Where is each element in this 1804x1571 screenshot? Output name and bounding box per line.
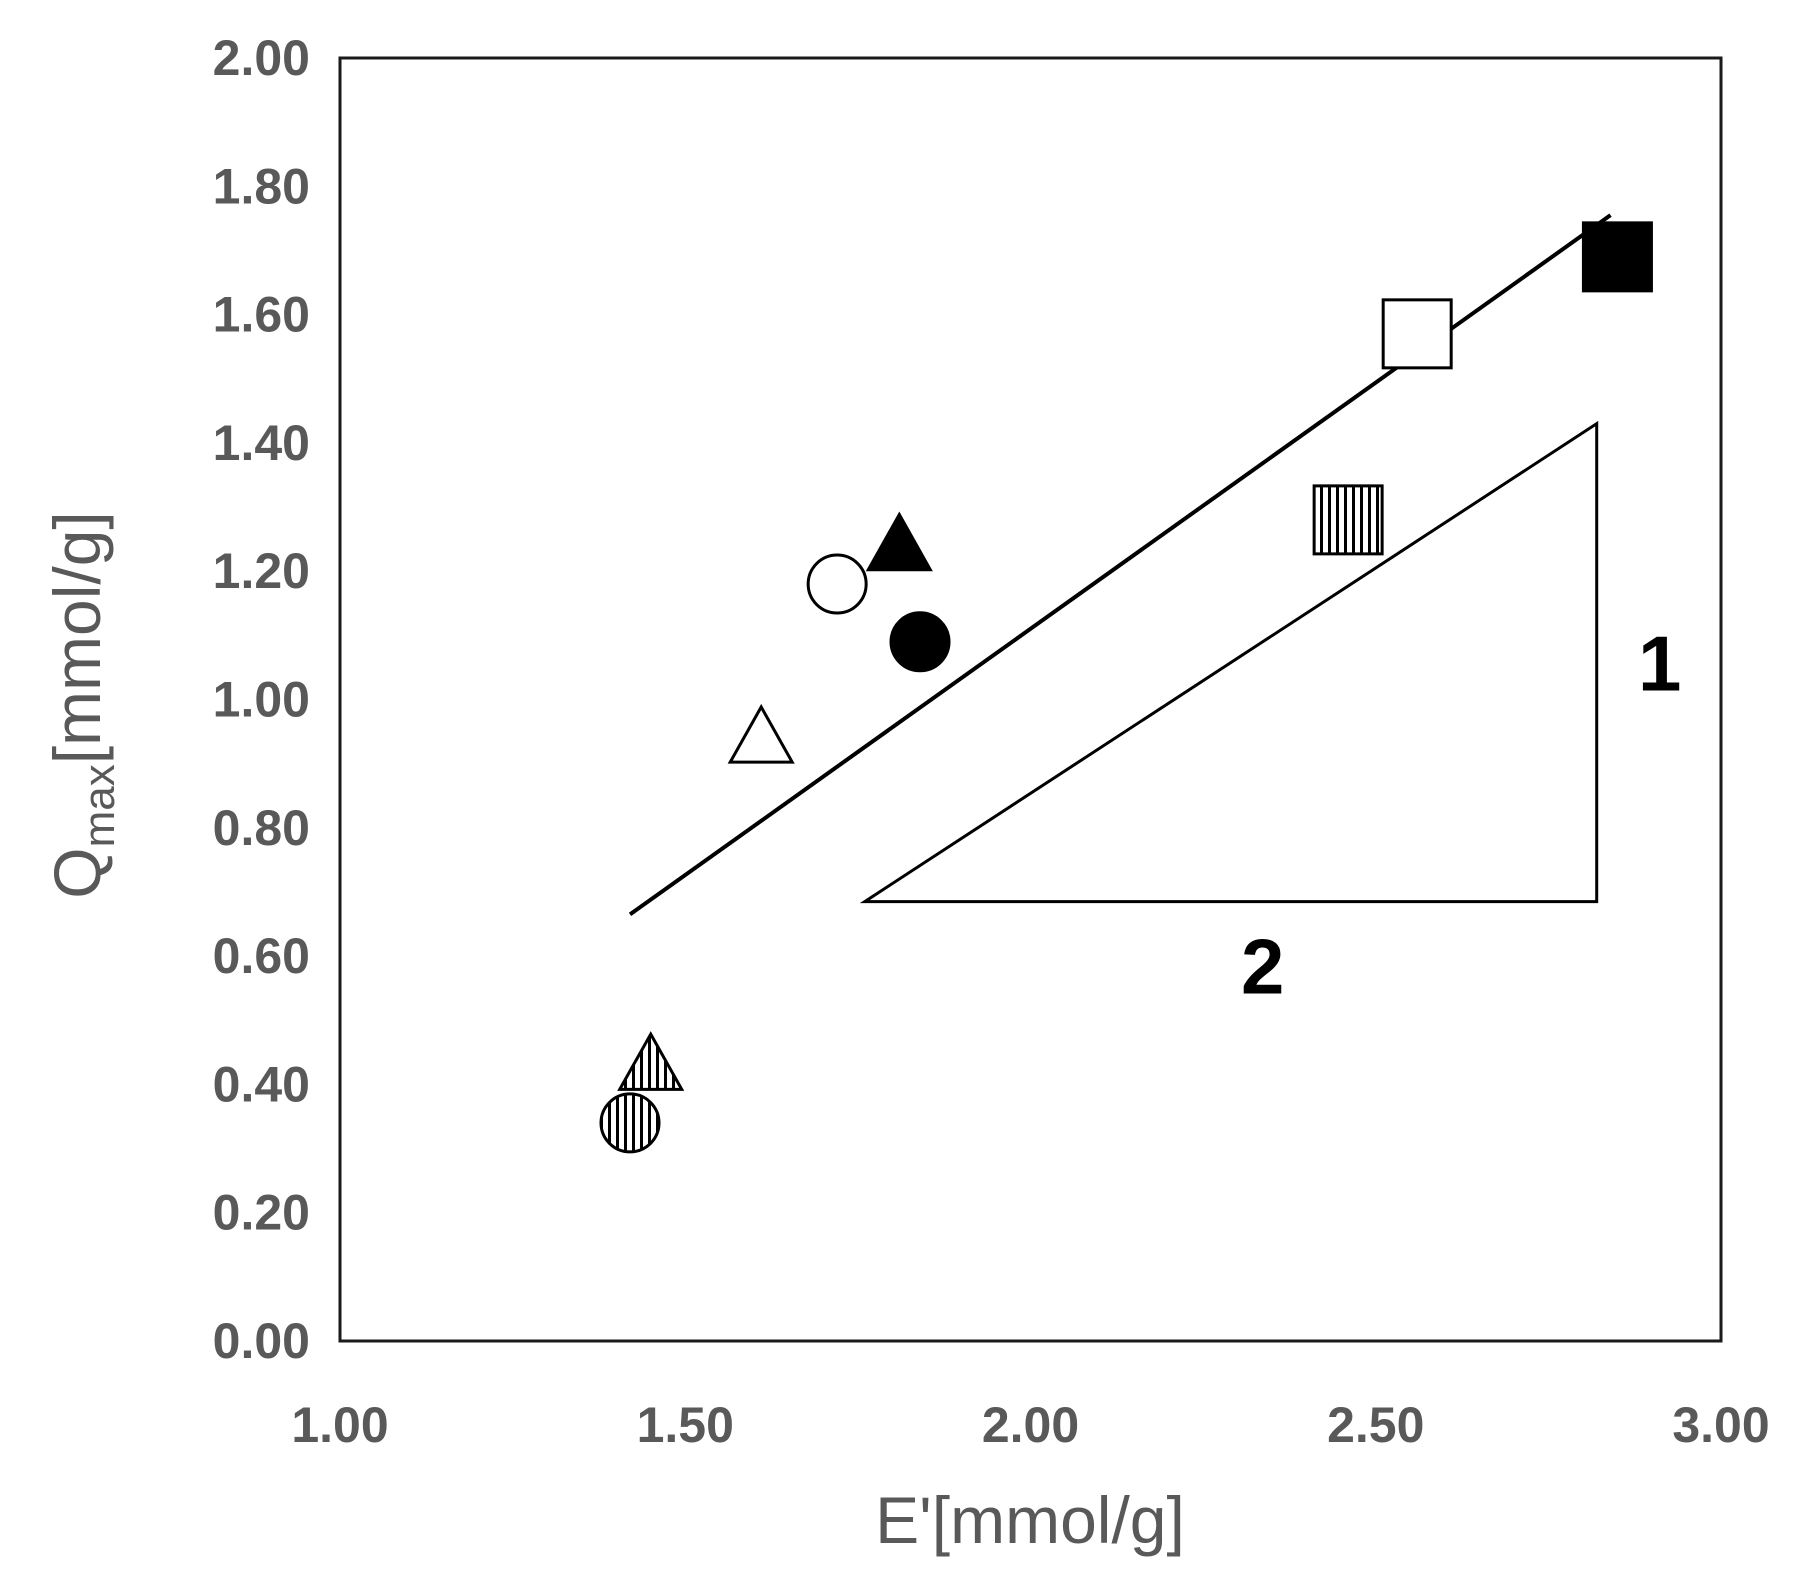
hatched-circle-marker — [599, 1092, 661, 1154]
x-tick-label: 2.50 — [1327, 1397, 1424, 1453]
slope-triangle — [859, 420, 1599, 904]
y-tick-label: 1.40 — [213, 415, 310, 471]
y-tick-label: 2.00 — [213, 30, 310, 86]
open-square-marker — [1381, 298, 1453, 370]
x-tick-label: 1.00 — [291, 1397, 388, 1453]
y-tick-label: 0.60 — [213, 928, 310, 984]
y-axis-label-subscript: max — [75, 764, 124, 847]
y-tick-label: 1.80 — [213, 158, 310, 214]
y-tick-label: 1.00 — [213, 672, 310, 728]
open-circle-marker — [806, 553, 868, 615]
slope-label-vertical: 1 — [1638, 620, 1681, 708]
open-triangle-marker — [727, 703, 795, 764]
hatched-square-marker — [1312, 484, 1384, 556]
y-axis-label-main: Q — [40, 847, 114, 898]
plot-area — [338, 56, 1723, 1343]
y-tick-label: 1.20 — [213, 543, 310, 599]
hatched-triangle-marker — [617, 1031, 685, 1091]
y-tick-label: 0.20 — [213, 1185, 310, 1241]
filled-triangle-marker — [865, 511, 933, 572]
y-axis-label-unit: [mmol/g] — [40, 511, 114, 764]
y-axis-tick-labels: 0.00 0.20 0.40 0.60 0.80 1.00 1.20 1.40 1.60 1.80… — [213, 30, 310, 1369]
filled-circle-marker — [889, 611, 951, 673]
x-tick-label: 2.00 — [982, 1397, 1079, 1453]
y-tick-label: 0.00 — [213, 1313, 310, 1369]
y-tick-label: 1.60 — [213, 287, 310, 343]
x-axis-tick-labels: 1.00 1.50 2.00 2.50 3.00 — [291, 1397, 1769, 1453]
filled-square-marker — [1581, 221, 1653, 293]
slope-label-horizontal: 2 — [1241, 923, 1284, 1011]
x-tick-label: 1.50 — [637, 1397, 734, 1453]
y-tick-label: 0.40 — [213, 1056, 310, 1112]
data-points — [599, 221, 1653, 1154]
y-tick-label: 0.80 — [213, 800, 310, 856]
x-axis-label: E'[mmol/g] — [875, 1483, 1185, 1557]
y-axis-label: Qmax[mmol/g] — [40, 511, 124, 899]
x-tick-label: 3.00 — [1672, 1397, 1769, 1453]
